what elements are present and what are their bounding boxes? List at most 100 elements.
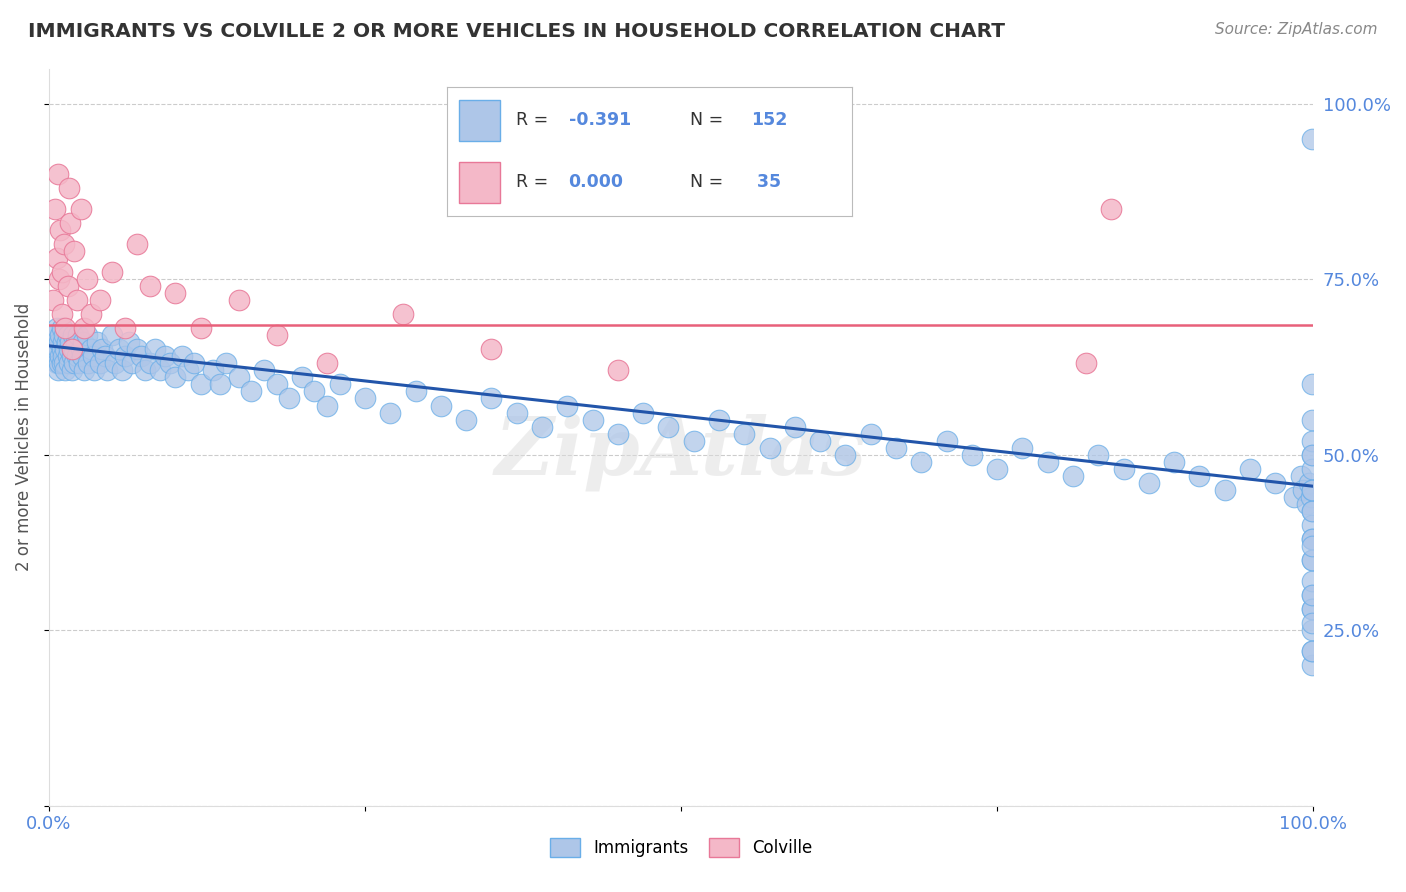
Point — [1301, 448, 1323, 462]
Point — [69, 202, 91, 216]
Point — [51, 321, 73, 335]
Point — [58, 181, 80, 195]
Point — [111, 363, 134, 377]
Point — [1213, 483, 1236, 497]
Point — [93, 350, 115, 364]
Point — [1301, 602, 1323, 616]
Point — [107, 343, 129, 357]
Point — [63, 343, 86, 357]
Point — [1011, 441, 1033, 455]
Point — [42, 343, 65, 357]
Point — [165, 370, 187, 384]
Point — [46, 343, 69, 357]
Point — [1301, 658, 1323, 673]
Point — [190, 377, 212, 392]
Point — [1163, 455, 1185, 469]
Point — [48, 272, 70, 286]
Point — [208, 377, 231, 392]
Point — [53, 356, 76, 370]
Point — [48, 335, 70, 350]
Point — [46, 167, 69, 181]
Point — [53, 328, 76, 343]
Point — [392, 307, 415, 321]
Point — [127, 237, 149, 252]
Point — [66, 350, 89, 364]
Point — [228, 293, 250, 308]
Point — [89, 356, 111, 370]
Point — [1296, 497, 1319, 511]
Point — [1301, 553, 1323, 567]
Point — [76, 272, 98, 286]
Point — [531, 419, 554, 434]
Point — [430, 399, 453, 413]
Point — [405, 384, 427, 399]
Point — [304, 384, 326, 399]
Point — [1301, 483, 1323, 497]
Point — [266, 328, 288, 343]
Point — [291, 370, 314, 384]
Point — [1301, 532, 1323, 546]
Point — [170, 350, 193, 364]
Point — [506, 405, 529, 419]
Point — [45, 356, 67, 370]
Point — [60, 363, 83, 377]
Point — [266, 377, 288, 392]
Point — [986, 461, 1008, 475]
Point — [66, 293, 89, 308]
Point — [240, 384, 263, 399]
Point — [1301, 539, 1323, 553]
Point — [1301, 483, 1323, 497]
Point — [1289, 468, 1312, 483]
Point — [1299, 490, 1322, 504]
Point — [183, 356, 205, 370]
Point — [58, 343, 80, 357]
Point — [1301, 504, 1323, 518]
Point — [165, 286, 187, 301]
Point — [884, 441, 907, 455]
Point — [65, 335, 87, 350]
Point — [316, 399, 339, 413]
Point — [77, 356, 100, 370]
Point — [62, 328, 84, 343]
Point — [1074, 356, 1097, 370]
Point — [83, 363, 105, 377]
Y-axis label: 2 or more Vehicles in Household: 2 or more Vehicles in Household — [15, 303, 32, 571]
Point — [159, 356, 181, 370]
Point — [114, 350, 136, 364]
Point — [1301, 588, 1323, 602]
Point — [44, 350, 66, 364]
Point — [59, 216, 82, 230]
Point — [1301, 377, 1323, 392]
Point — [56, 279, 79, 293]
Point — [910, 455, 932, 469]
Point — [46, 363, 69, 377]
Text: Source: ZipAtlas.com: Source: ZipAtlas.com — [1215, 22, 1378, 37]
Point — [1301, 461, 1323, 475]
Point — [104, 356, 127, 370]
Point — [1264, 475, 1286, 490]
Point — [733, 426, 755, 441]
Point — [1301, 553, 1323, 567]
Point — [1301, 412, 1323, 426]
Point — [1301, 623, 1323, 637]
Point — [51, 356, 73, 370]
Point — [49, 223, 72, 237]
Point — [121, 356, 143, 370]
Point — [1301, 574, 1323, 588]
Point — [1301, 504, 1323, 518]
Point — [76, 328, 98, 343]
Point — [63, 356, 86, 370]
Point — [606, 363, 628, 377]
Text: ZipAtlas: ZipAtlas — [495, 413, 868, 491]
Point — [60, 350, 83, 364]
Point — [129, 350, 152, 364]
Point — [48, 356, 70, 370]
Legend: Immigrants, Colville: Immigrants, Colville — [543, 831, 818, 863]
Point — [960, 448, 983, 462]
Point — [89, 293, 111, 308]
Point — [1137, 475, 1160, 490]
Point — [316, 356, 339, 370]
Point — [53, 237, 76, 252]
Point — [190, 321, 212, 335]
Point — [253, 363, 276, 377]
